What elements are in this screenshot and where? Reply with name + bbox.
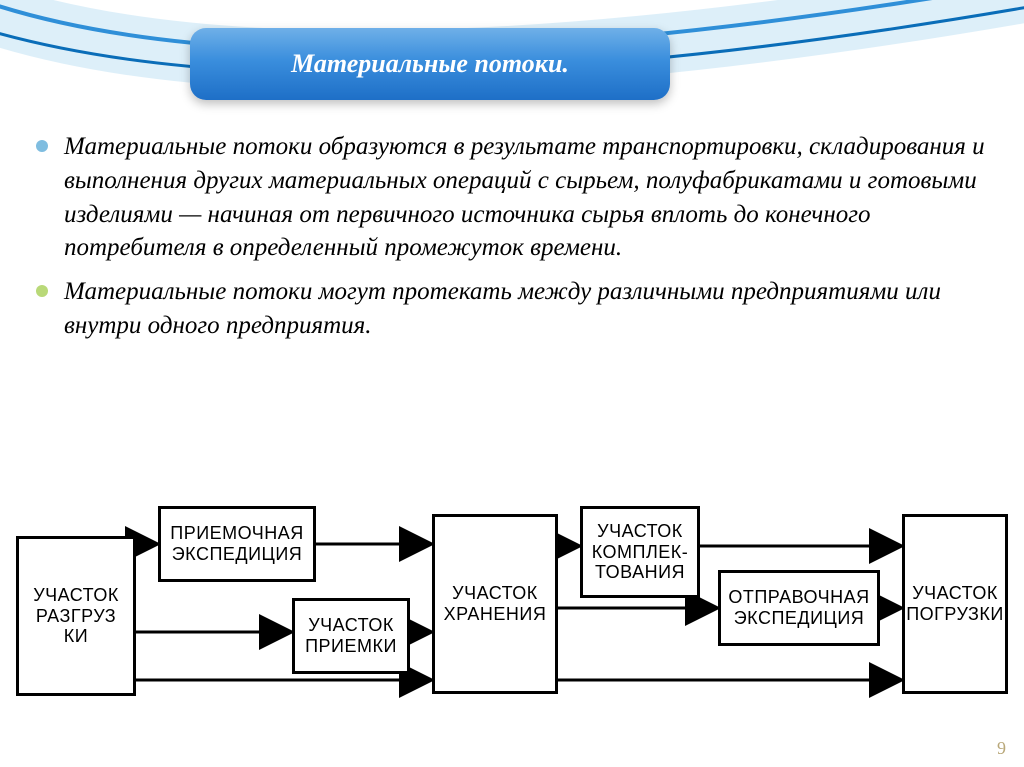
flowchart-node: УЧАСТОК ПОГРУЗКИ bbox=[902, 514, 1008, 694]
flowchart-node: УЧАСТОК РАЗГРУЗ КИ bbox=[16, 536, 136, 696]
bullet-item: Материальные потоки могут протекать межд… bbox=[36, 275, 996, 343]
flowchart-diagram: УЧАСТОК РАЗГРУЗ КИ ПРИЕМОЧНАЯ ЭКСПЕДИЦИЯ У… bbox=[8, 492, 1016, 747]
title-text: Материальные потоки. bbox=[291, 49, 569, 79]
bullet-dot-icon bbox=[36, 285, 48, 297]
title-box: Материальные потоки. bbox=[190, 28, 670, 100]
content-area: Материальные потоки образуются в результ… bbox=[36, 130, 996, 353]
flowchart-node: УЧАСТОК КОМПЛЕК- ТОВАНИЯ bbox=[580, 506, 700, 598]
bullet-dot-icon bbox=[36, 140, 48, 152]
flowchart-node: УЧАСТОК ХРАНЕНИЯ bbox=[432, 514, 558, 694]
flowchart-node: ОТПРАВОЧНАЯ ЭКСПЕДИЦИЯ bbox=[718, 570, 880, 646]
page-number: 9 bbox=[997, 738, 1006, 759]
flowchart-node: ПРИЕМОЧНАЯ ЭКСПЕДИЦИЯ bbox=[158, 506, 316, 582]
flowchart-node: УЧАСТОК ПРИЕМКИ bbox=[292, 598, 410, 674]
bullet-text: Материальные потоки образуются в результ… bbox=[64, 130, 996, 265]
bullet-item: Материальные потоки образуются в результ… bbox=[36, 130, 996, 265]
bullet-text: Материальные потоки могут протекать межд… bbox=[64, 275, 996, 343]
